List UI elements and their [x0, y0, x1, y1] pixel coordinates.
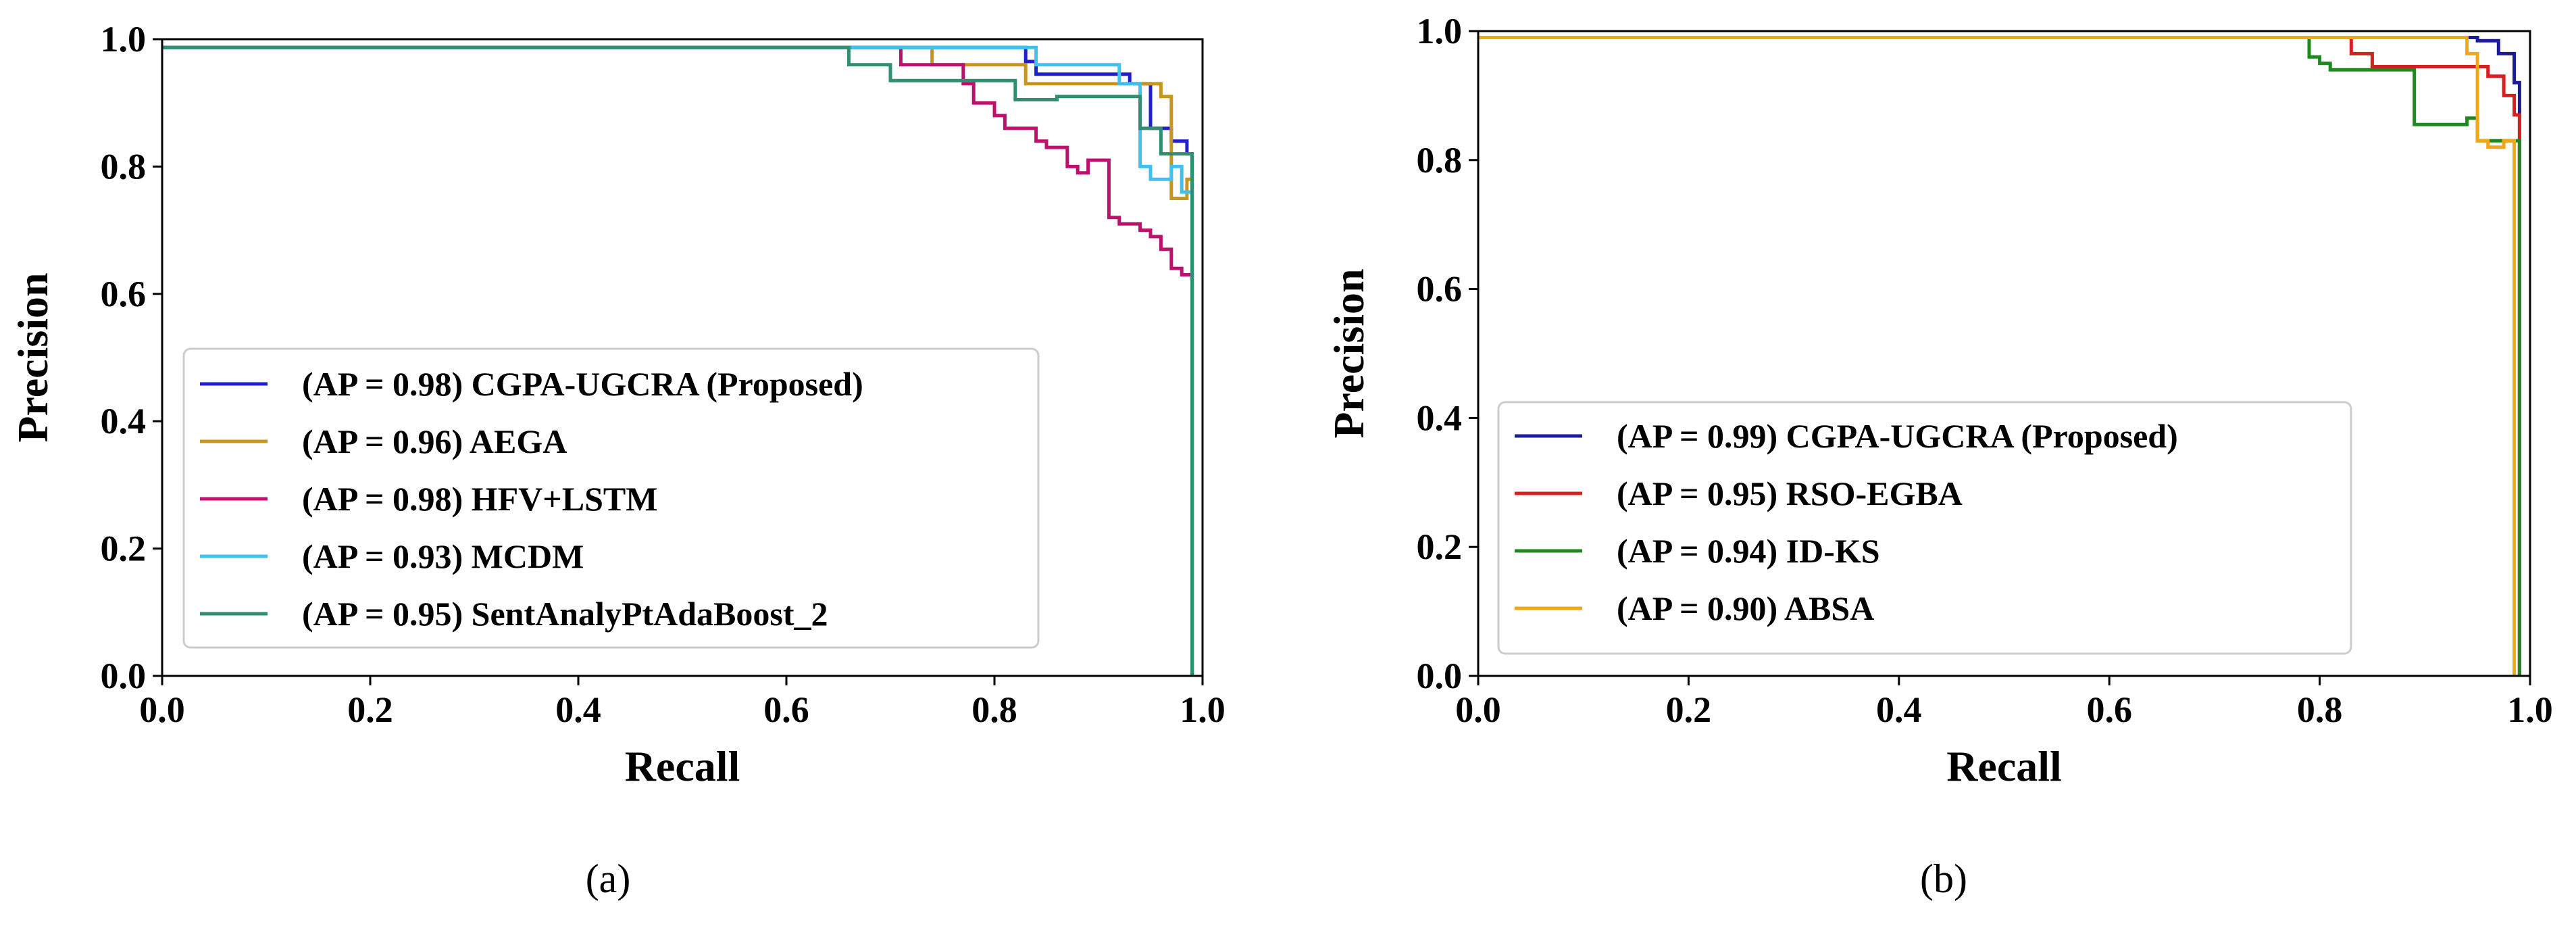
- y-tick-label: 1.0: [1417, 11, 1463, 51]
- chart-panel-a: 0.0 0.2 0.4 0.6 0.8 1.0 0.0 0.2 0.4 0.6 0.8 1.0 Reca…: [9, 19, 1226, 901]
- x-tick-label: 1.0: [2507, 689, 2553, 730]
- legend-entry: (AP = 0.93) MCDM: [302, 537, 584, 575]
- legend-entry: (AP = 0.99) CGPA-UGCRA (Proposed): [1617, 417, 2178, 455]
- series-line-3: [162, 45, 1194, 676]
- y-tick-label: 0.2: [101, 529, 147, 569]
- legend-entry: (AP = 0.95) SentAnalyPtAdaBoost_2: [302, 595, 828, 633]
- legend-entry: (AP = 0.98) CGPA-UGCRA (Proposed): [302, 365, 863, 403]
- x-tick-label: 0.0: [1455, 689, 1501, 730]
- y-tick-label: 0.6: [101, 274, 147, 314]
- y-axis-label: Precision: [1325, 268, 1373, 438]
- y-tick-label: 0.4: [101, 401, 147, 441]
- x-tick-label: 0.4: [1876, 689, 1922, 730]
- legend-entry: (AP = 0.95) RSO-EGBA: [1617, 474, 1963, 512]
- x-tick-label: 0.6: [2086, 689, 2132, 730]
- chart-panel-b: 0.0 0.2 0.4 0.6 0.8 1.0 0.0 0.2 0.4 0.6 0.8 1.0 Reca…: [1325, 11, 2553, 901]
- y-tick-label: 0.8: [1417, 140, 1463, 180]
- x-tick-label: 1.0: [1180, 689, 1226, 730]
- x-tick-label: 0.0: [139, 689, 185, 730]
- series-line-4: [162, 45, 1194, 676]
- legend: (AP = 0.98) CGPA-UGCRA (Proposed) (AP = 0…: [182, 347, 1040, 649]
- axes-frame: [1477, 30, 2531, 677]
- panel-label: (b): [1920, 856, 1967, 901]
- y-tick-label: 0.0: [1417, 656, 1463, 696]
- x-tick-label: 0.2: [1666, 689, 1712, 730]
- legend-entry: (AP = 0.98) HFV+LSTM: [302, 480, 657, 518]
- x-tick-label: 0.8: [2297, 689, 2343, 730]
- y-tick-label: 0.8: [101, 146, 147, 187]
- legend-entry: (AP = 0.96) AEGA: [302, 422, 567, 460]
- series-line-1: [1478, 36, 2521, 676]
- x-axis-label: Recall: [1946, 742, 2062, 790]
- y-tick-label: 1.0: [101, 19, 147, 59]
- series-line-5: [162, 45, 1194, 676]
- legend-box: [182, 347, 1040, 649]
- x-tick-label: 0.4: [555, 689, 601, 730]
- x-tick-label: 0.8: [971, 689, 1017, 730]
- y-tick-label: 0.6: [1417, 269, 1463, 310]
- y-tick-label: 0.4: [1417, 397, 1463, 438]
- legend-box: [1497, 401, 2352, 655]
- legend: (AP = 0.99) CGPA-UGCRA (Proposed) (AP = 0…: [1497, 401, 2352, 655]
- panel-label: (a): [586, 856, 631, 901]
- series-line-2: [1478, 36, 2521, 676]
- legend-entry: (AP = 0.94) ID-KS: [1617, 532, 1880, 570]
- x-axis-label: Recall: [625, 742, 740, 790]
- axes-frame: [161, 38, 1204, 677]
- x-tick-label: 0.2: [347, 689, 393, 730]
- y-axis-label: Precision: [9, 272, 57, 442]
- y-tick-label: 0.2: [1417, 527, 1463, 567]
- x-tick-label: 0.6: [763, 689, 809, 730]
- y-tick-label: 0.0: [101, 656, 147, 696]
- legend-entry: (AP = 0.90) ABSA: [1617, 589, 1874, 627]
- series-line-4: [1478, 36, 2517, 676]
